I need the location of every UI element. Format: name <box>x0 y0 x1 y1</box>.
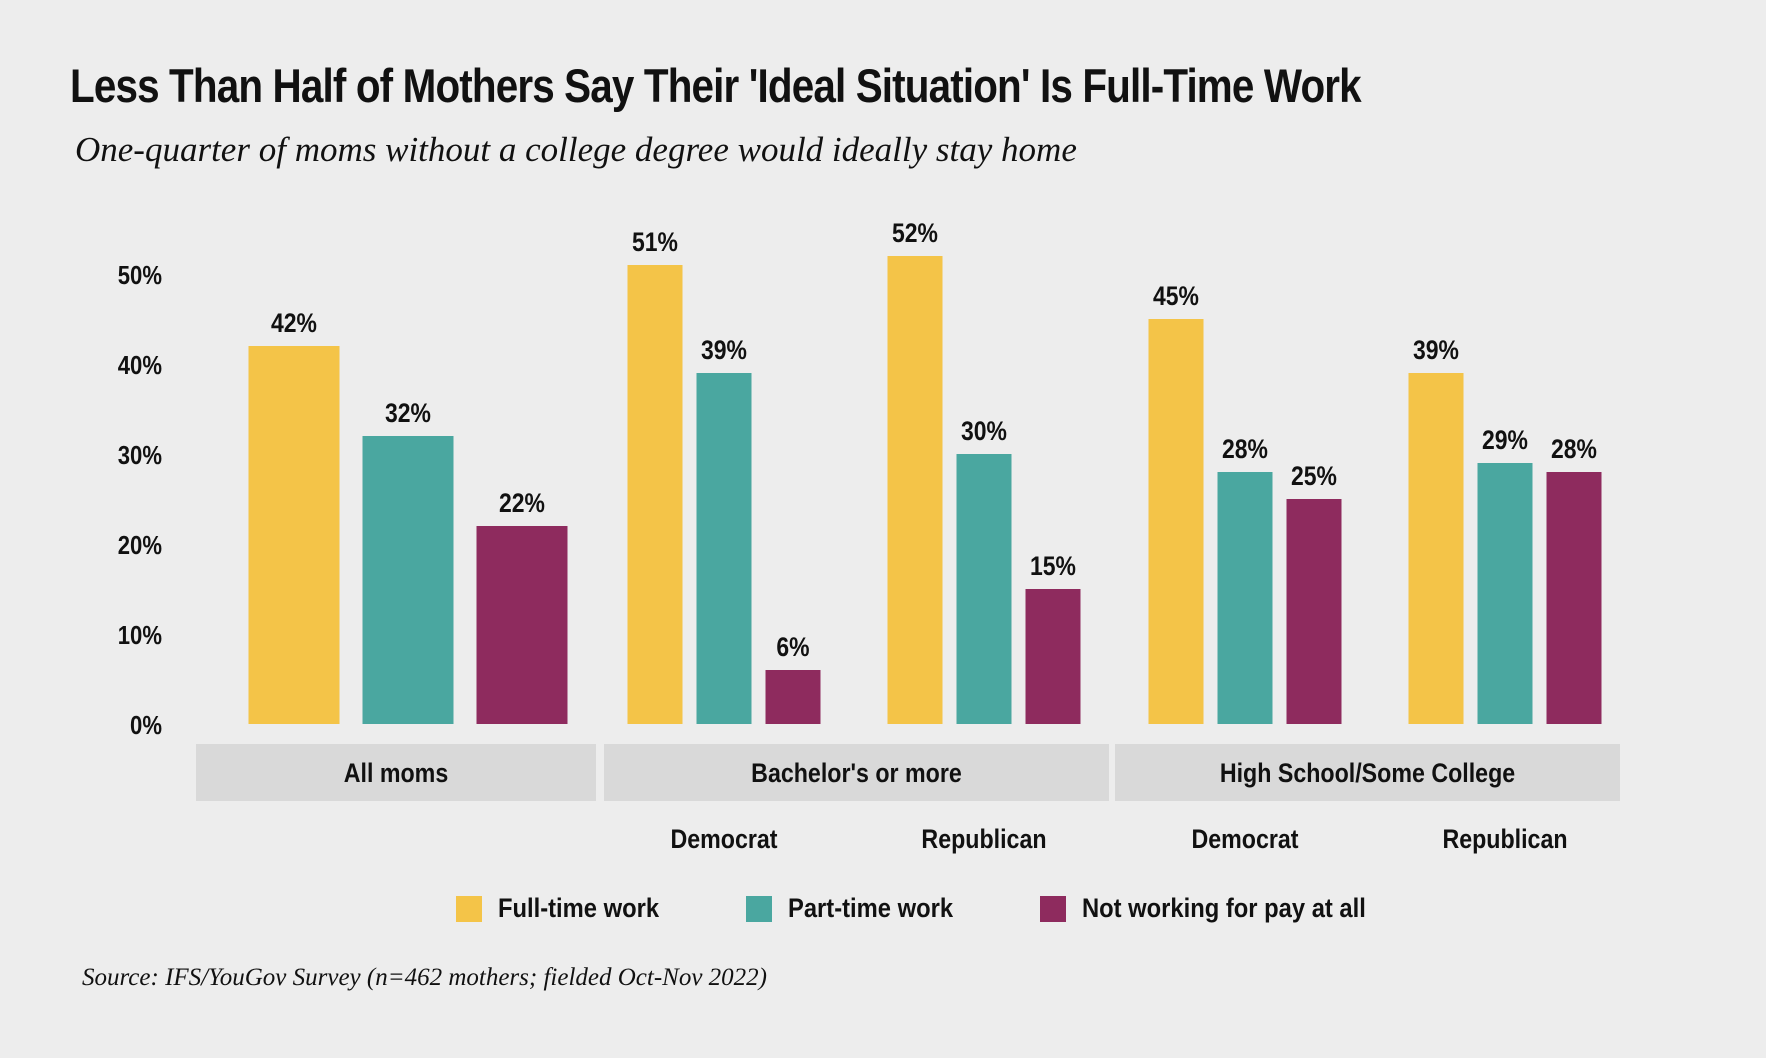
bar-value-label: 28% <box>1551 434 1597 464</box>
bar-value-label: 15% <box>1030 551 1076 581</box>
group-label-democrat: Democrat <box>1191 824 1299 854</box>
bar-full-time-work <box>1408 373 1464 724</box>
bar-part-time-work <box>1217 472 1273 724</box>
legend-label-not-working: Not working for pay at all <box>1082 893 1366 923</box>
bar-not-working-for-pay-at-all <box>765 670 821 724</box>
bar-value-label: 39% <box>701 335 747 365</box>
legend-swatch-full-time <box>456 895 482 922</box>
bar-full-time-work <box>887 256 943 724</box>
legend-label-full-time: Full-time work <box>498 893 660 923</box>
panel-label-all-moms: All moms <box>344 758 448 788</box>
bar-value-label: 29% <box>1482 425 1528 455</box>
panel-strip-bachelor-s-or-more <box>604 744 1109 801</box>
bar-value-label: 30% <box>961 416 1007 446</box>
bar-not-working-for-pay-at-all <box>476 526 568 724</box>
panel-label-bachelor-s-or-more: Bachelor's or more <box>751 758 962 788</box>
bar-part-time-work <box>1477 463 1533 724</box>
bar-value-label: 45% <box>1153 281 1199 311</box>
source-note: Source: IFS/YouGov Survey (n=462 mothers… <box>82 964 768 991</box>
legend-label-part-time: Part-time work <box>788 893 954 923</box>
bar-part-time-work <box>362 436 454 724</box>
panel-label-high-school-some-college: High School/Some College <box>1220 758 1515 788</box>
bar-full-time-work <box>627 265 683 724</box>
panel-strip-all-moms <box>196 744 596 801</box>
legend: Full-time work Part-time work Not workin… <box>0 893 1766 933</box>
legend-swatch-not-working <box>1040 895 1066 922</box>
y-tick-label: 50% <box>118 261 162 290</box>
bar-not-working-for-pay-at-all <box>1286 499 1342 724</box>
bar-not-working-for-pay-at-all <box>1546 472 1602 724</box>
legend-item-not-working: Not working for pay at all <box>1040 893 1405 924</box>
legend-item-full-time: Full-time work <box>456 893 681 924</box>
bar-value-label: 52% <box>892 218 938 248</box>
group-label-democrat: Democrat <box>670 824 778 854</box>
bar-value-label: 22% <box>499 488 545 518</box>
y-tick-label: 0% <box>130 711 162 740</box>
group-label-republican: Republican <box>921 824 1046 854</box>
bar-full-time-work <box>1148 319 1204 724</box>
bar-value-label: 25% <box>1291 461 1337 491</box>
bar-part-time-work <box>696 373 752 724</box>
legend-swatch-part-time <box>746 895 772 922</box>
chart-plot: 0% 10% 20% 30% 40% 50% All moms 42% 32% 22% Bachel… <box>118 218 1620 854</box>
y-tick-label: 30% <box>118 441 162 470</box>
chart-title: Less Than Half of Mothers Say Their 'Ide… <box>70 59 1362 112</box>
bar-full-time-work <box>248 346 340 724</box>
bar-value-label: 28% <box>1222 434 1268 464</box>
panel-strip-high-school-some-college <box>1115 744 1620 801</box>
bar-value-label: 39% <box>1413 335 1459 365</box>
chart-subtitle: One-quarter of moms without a college de… <box>75 130 1077 169</box>
y-tick-label: 20% <box>118 531 162 560</box>
legend-item-part-time: Part-time work <box>746 893 976 924</box>
bar-part-time-work <box>956 454 1012 724</box>
bar-value-label: 32% <box>385 398 431 428</box>
group-label-republican: Republican <box>1442 824 1567 854</box>
bar-value-label: 42% <box>271 308 317 338</box>
bar-not-working-for-pay-at-all <box>1025 589 1081 724</box>
bar-value-label: 6% <box>776 632 809 662</box>
y-tick-label: 10% <box>118 621 162 650</box>
bar-value-label: 51% <box>632 227 678 257</box>
y-tick-label: 40% <box>118 351 162 380</box>
